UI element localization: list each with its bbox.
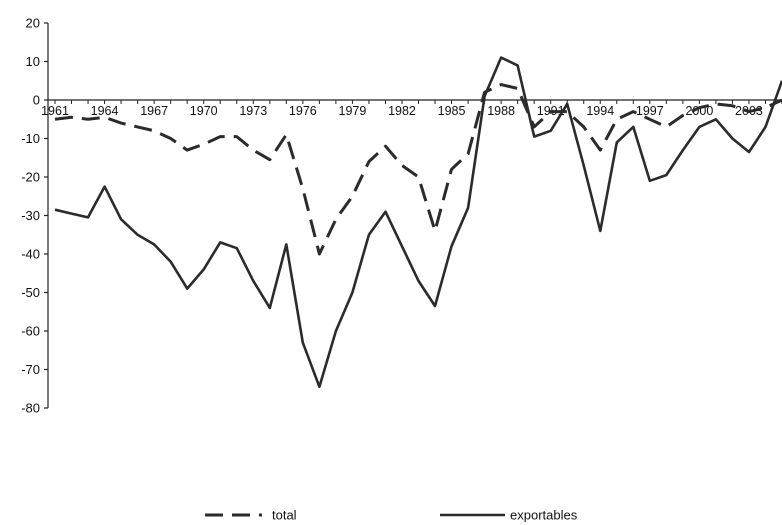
y-tick-label: -30: [21, 208, 40, 223]
y-tick-label: -20: [21, 170, 40, 185]
x-tick-label: 1970: [190, 104, 218, 118]
y-tick-label: 20: [26, 16, 40, 31]
y-axis: 20 10 0 -10 -20 -30 -40 -50 -60 -70 -80: [21, 16, 49, 416]
x-tick-label: 1961: [41, 104, 69, 118]
y-tick-label: -10: [21, 131, 40, 146]
x-tick-label: 1988: [487, 104, 515, 118]
x-tick-label: 1973: [239, 104, 267, 118]
series-line-exportables: [54, 56, 782, 389]
y-tick-label: 10: [26, 54, 40, 69]
x-tick-label: 1982: [388, 104, 416, 118]
y-tick-label: -50: [21, 285, 40, 300]
series-line-total: [54, 83, 782, 256]
x-axis: 1961 1964 1967 1970 1973 1976 1979 1982 1985 1988…: [41, 99, 782, 118]
legend-label-exportables: exportables: [510, 508, 578, 523]
y-tick-label: -60: [21, 324, 40, 339]
y-tick-label: -80: [21, 401, 40, 416]
x-tick-label: 1979: [339, 104, 367, 118]
x-tick-label: 1994: [586, 104, 614, 118]
legend-label-total: total: [272, 508, 297, 523]
legend: total exportables: [205, 508, 578, 523]
x-tick-label: 1997: [636, 104, 664, 118]
y-tick-label: -70: [21, 362, 40, 377]
x-tick-label: 1964: [91, 104, 119, 118]
x-tick-label: 1985: [438, 104, 466, 118]
y-tick-label: -40: [21, 247, 40, 262]
series-lines: [54, 56, 782, 389]
x-tick-label: 1967: [140, 104, 168, 118]
y-tick-label: 0: [33, 93, 40, 108]
x-tick-label: 1976: [289, 104, 317, 118]
x-tick-label: 2000: [685, 104, 713, 118]
